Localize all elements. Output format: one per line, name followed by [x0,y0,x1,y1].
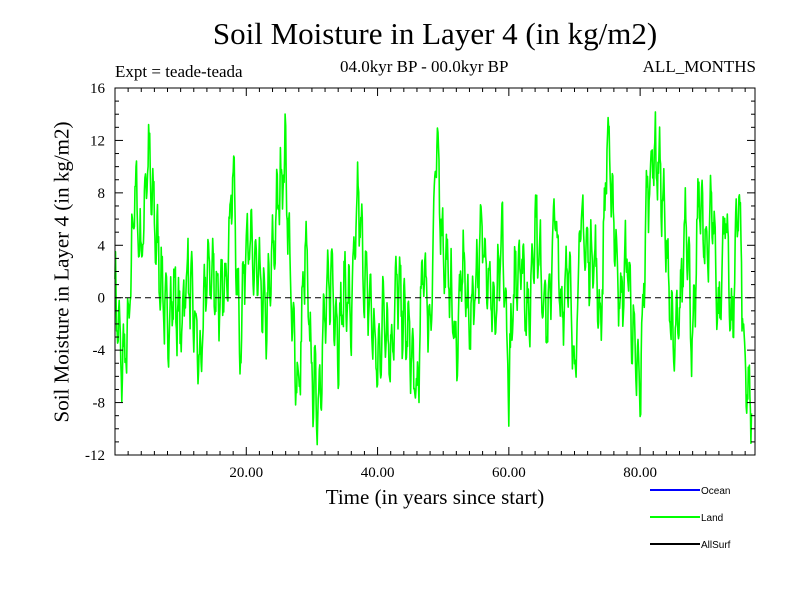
y-tick-label: 12 [90,133,105,149]
x-tick-label: 40.00 [361,465,395,481]
legend: Ocean Land AllSurf [650,486,731,551]
period-label: 04.0kyr BP - 00.0kyr BP [340,57,509,76]
y-tick-label: -8 [93,396,106,412]
y-tick-label: 4 [98,238,106,254]
tick-layer: -12 -8 -4 0 4 8 12 16 20.00 40.00 60.00 80.00 [85,81,755,481]
y-tick-label: -4 [93,343,106,359]
months-label: ALL_MONTHS [642,57,756,76]
land-series-layer [114,111,753,446]
experiment-label: Expt = teade-teada [115,62,243,81]
y-tick-label: -12 [85,448,105,464]
x-axis-label: Time (in years since start) [325,485,545,509]
legend-label-allsurf: AllSurf [701,540,731,551]
y-tick-label: 8 [98,186,106,202]
land-series-line [114,111,753,446]
y-tick-label: 0 [98,291,106,307]
chart-title: Soil Moisture in Layer 4 (in kg/m2) [212,16,658,51]
x-tick-label: 60.00 [492,465,526,481]
legend-label-land: Land [701,513,723,524]
legend-label-ocean: Ocean [701,486,730,497]
y-tick-label: 16 [90,81,106,97]
x-tick-label: 20.00 [229,465,263,481]
x-tick-label: 80.00 [623,465,657,481]
